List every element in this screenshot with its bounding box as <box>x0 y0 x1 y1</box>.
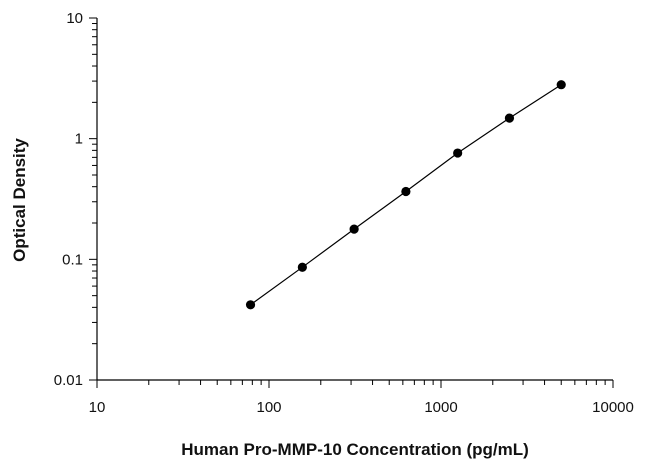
x-axis-ticks: 10 100 1000 10000 <box>89 380 634 416</box>
data-point <box>297 262 307 272</box>
data-points <box>245 80 566 310</box>
y-axis-ticks: 0.01 0.1 1 10 <box>54 10 97 389</box>
y-axis-title: Optical Density <box>10 138 29 262</box>
data-point <box>453 148 463 158</box>
x-tick-label: 10000 <box>592 399 634 416</box>
data-point <box>556 80 566 90</box>
data-point <box>401 186 411 197</box>
x-tick-label: 1000 <box>424 399 457 416</box>
x-tick-label: 100 <box>256 399 281 416</box>
y-tick-label: 10 <box>66 10 83 27</box>
y-tick-label: 0.01 <box>54 372 83 389</box>
data-point <box>504 113 515 123</box>
y-tick-label: 1 <box>75 131 83 148</box>
data-point <box>349 224 359 234</box>
y-tick-label: 0.1 <box>62 251 83 268</box>
data-point <box>245 300 256 310</box>
x-axis-title: Human Pro-MMP-10 Concentration (pg/mL) <box>181 440 529 459</box>
x-tick-label: 10 <box>89 399 106 416</box>
axes <box>96 18 613 381</box>
